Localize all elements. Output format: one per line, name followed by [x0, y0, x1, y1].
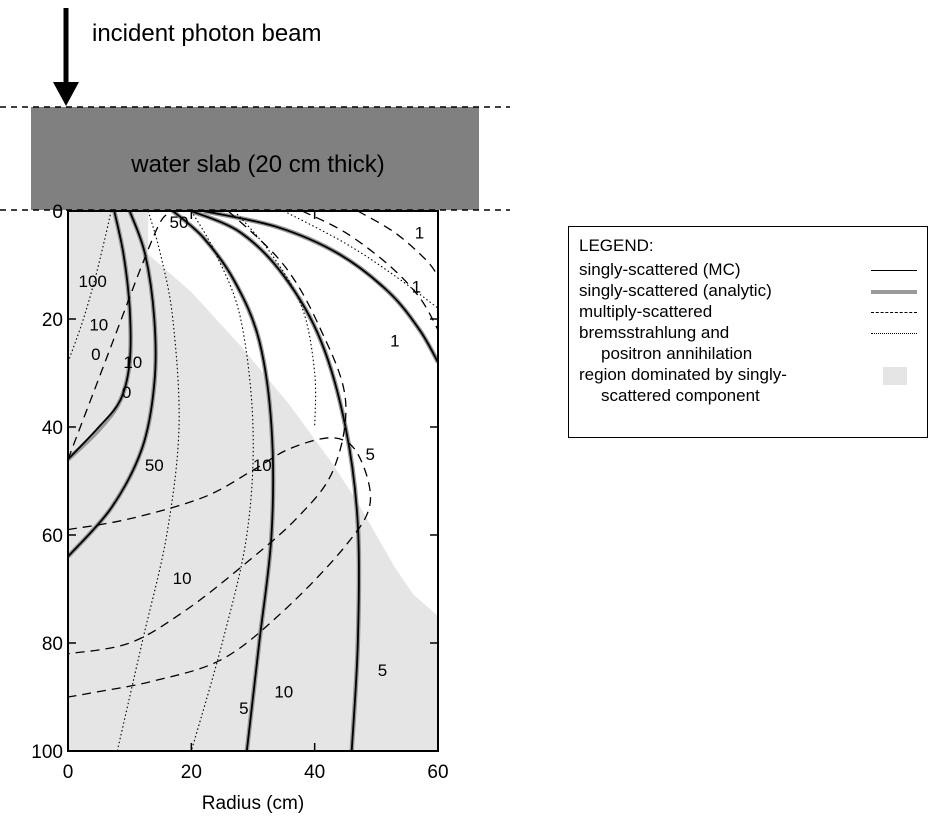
contour-label: 5 — [378, 661, 387, 680]
legend-title: LEGEND: — [579, 236, 654, 255]
legend: LEGEND: singly-scattered (MC) singly-sca… — [568, 226, 928, 438]
contour-label: 10 — [123, 353, 142, 372]
contour-label: 50 — [145, 456, 164, 475]
legend-item-singly-mc: singly-scattered (MC) — [579, 260, 919, 281]
legend-label-line2: scattered component — [601, 386, 760, 405]
x-axis-title: Radius (cm) — [202, 793, 304, 814]
y-tick-label: 20 — [42, 310, 63, 331]
contour-label: 5 — [239, 699, 248, 718]
y-tick-label: 0 — [52, 202, 63, 223]
x-tick-label: 20 — [181, 762, 202, 783]
contour-label: 1 — [415, 224, 424, 243]
contour-label: 1 — [390, 332, 399, 351]
singly-scattered-mc-curve — [190, 211, 360, 751]
legend-label: region dominated by singly- — [579, 365, 787, 384]
singly-scattered-mc-curve — [203, 211, 438, 363]
legend-item-region: region dominated by singly- scattered co… — [579, 365, 919, 405]
contour-label: 5 — [365, 445, 374, 464]
multiply-scattered-curve — [68, 437, 372, 698]
x-tick-label: 0 — [63, 762, 74, 783]
contour-label: 10 — [274, 683, 293, 702]
contour-label: 50 — [170, 213, 189, 232]
legend-label: multiply-scattered — [579, 302, 713, 321]
singly-scattered-mc-curve — [172, 211, 274, 751]
legend-swatch-solid — [871, 270, 917, 271]
legend-label: bremsstrahlung and — [579, 323, 730, 342]
legend-item-bremsstrahlung: bremsstrahlung and positron annihilation — [579, 323, 919, 363]
bremsstrahlung-curve — [116, 211, 180, 751]
contour-label: 10 — [253, 456, 272, 475]
y-tick-label: 40 — [42, 418, 63, 439]
multiply-scattered-curve — [357, 211, 438, 277]
multiply-scattered-curve — [68, 211, 347, 655]
contour-label: 0 — [122, 383, 131, 402]
legend-label: singly-scattered (MC) — [579, 260, 741, 279]
y-tick-label: 80 — [42, 634, 63, 655]
plot-frame — [67, 210, 439, 752]
slab-label: water slab (20 cm thick) — [130, 151, 384, 178]
singly-scattered-mc-curve — [68, 211, 132, 461]
contour-label: 10 — [89, 315, 108, 334]
x-tick-label: 60 — [427, 762, 448, 783]
contour-label: 0 — [91, 345, 100, 364]
singly-scattered-mc-curve — [68, 211, 157, 558]
legend-swatch-thick-gray — [871, 290, 917, 294]
singly-dominated-region — [68, 211, 438, 751]
contour-label: 1 — [412, 278, 421, 297]
water-slab: water slab (20 cm thick) — [0, 106, 510, 211]
legend-item-singly-analytic: singly-scattered (analytic) — [579, 281, 919, 302]
bremsstrahlung-curve — [283, 211, 438, 309]
beam-label: incident photon beam — [92, 20, 322, 47]
x-tick-label: 40 — [304, 762, 325, 783]
y-tick-label: 100 — [31, 742, 63, 763]
legend-swatch-region — [883, 367, 907, 385]
legend-label-line2: positron annihilation — [601, 344, 753, 363]
beam-arrow — [53, 8, 79, 106]
multiply-scattered-curve — [302, 211, 438, 331]
multiply-scattered-curve — [68, 211, 174, 460]
contour-label: 10 — [173, 569, 192, 588]
legend-swatch-dotted — [871, 333, 917, 334]
legend-label: singly-scattered (analytic) — [579, 281, 772, 300]
legend-swatch-dashed — [871, 312, 917, 313]
y-tick-label: 60 — [42, 526, 63, 547]
contour-label: 100 — [79, 272, 107, 291]
legend-item-multiply: multiply-scattered — [579, 302, 919, 323]
